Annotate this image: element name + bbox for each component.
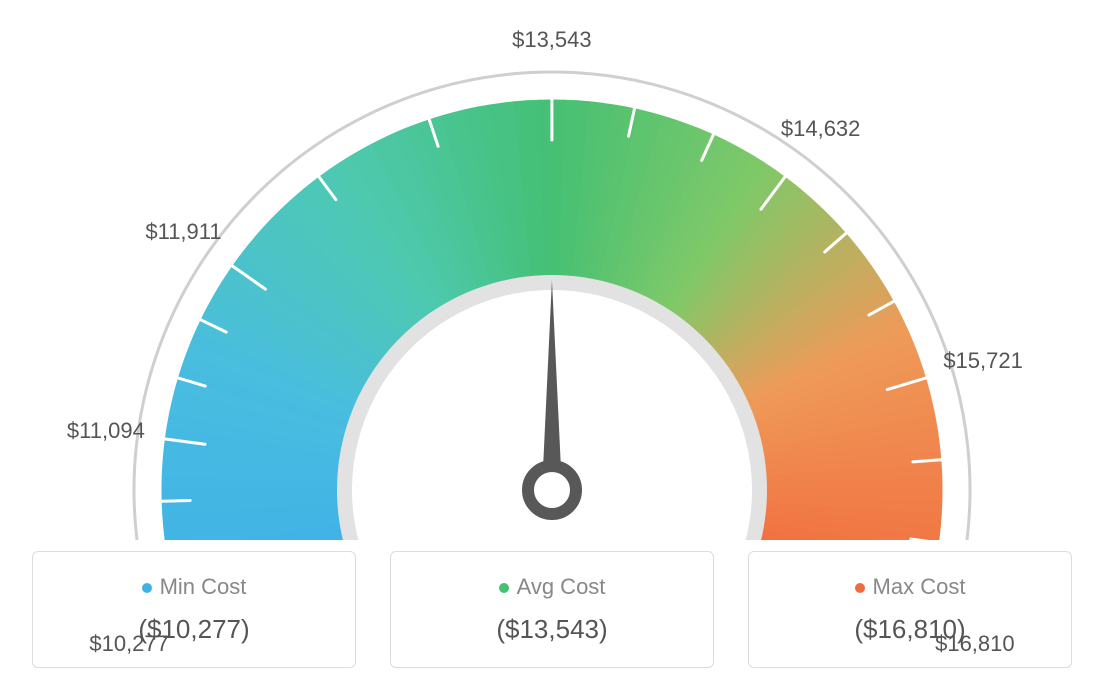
max-cost-card: Max Cost ($16,810) [748,551,1072,668]
gauge-svg [0,0,1104,540]
legend-title: Min Cost [43,574,345,600]
legend-value: ($16,810) [759,614,1061,645]
gauge-needle [542,280,562,490]
legend-title-text: Min Cost [160,574,247,599]
min-cost-card: Min Cost ($10,277) [32,551,356,668]
legend-title: Avg Cost [401,574,703,600]
gauge-tick-label: $14,632 [781,116,861,142]
legend-title: Max Cost [759,574,1061,600]
gauge-tick-label: $15,721 [943,348,1023,374]
legend-dot-icon [499,583,509,593]
legend-dot-icon [142,583,152,593]
avg-cost-card: Avg Cost ($13,543) [390,551,714,668]
gauge-tick-label: $11,911 [145,219,221,245]
legend-value: ($13,543) [401,614,703,645]
gauge-tick-label: $13,543 [512,27,592,53]
legend-title-text: Max Cost [873,574,966,599]
gauge-tick-label: $11,094 [67,418,145,444]
legend-value: ($10,277) [43,614,345,645]
legend-title-text: Avg Cost [517,574,606,599]
gauge-chart: $10,277$11,094$11,911$13,543$14,632$15,7… [0,0,1104,540]
gauge-hub [528,466,576,514]
legend-row: Min Cost ($10,277) Avg Cost ($13,543) Max Co… [32,551,1072,668]
legend-dot-icon [855,583,865,593]
